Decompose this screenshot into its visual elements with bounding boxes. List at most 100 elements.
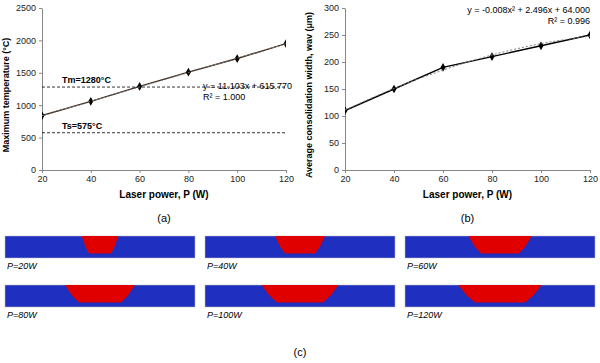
tick-label: 40 — [86, 174, 96, 184]
tick-mark — [140, 170, 141, 173]
tick-mark — [342, 89, 345, 90]
tick-mark — [492, 170, 493, 173]
chart: 20 40 60 80 100 120 0 50 100 150 200 250 300 y = -0.0… — [304, 3, 598, 224]
substrate — [405, 236, 595, 258]
tick-mark — [342, 116, 345, 117]
marker — [489, 52, 494, 61]
panel: P=80W — [5, 285, 195, 320]
tick-mark — [342, 170, 345, 171]
tick: 1000 — [16, 101, 42, 111]
panel: P=40W — [205, 236, 395, 271]
tick-label: 60 — [135, 174, 145, 184]
caption: (c) — [294, 346, 307, 358]
substrate — [205, 236, 395, 258]
tick-label: 60 — [438, 174, 448, 184]
tick: 60 — [438, 170, 448, 184]
panel-label: P=80W — [7, 310, 38, 320]
tick-label: 120 — [279, 174, 294, 184]
tick-mark — [39, 8, 42, 9]
panel-label: P=20W — [7, 261, 38, 271]
tick-label: 100 — [324, 111, 339, 121]
tick: 80 — [487, 170, 497, 184]
melt-pool — [458, 285, 541, 303]
panel: P=20W — [5, 236, 195, 271]
tick: 60 — [135, 170, 145, 184]
tick: 150 — [324, 84, 345, 94]
panels: P=20WP=40WP=60WP=80WP=100WP=120W(c) — [5, 236, 595, 358]
panel-label: P=120W — [407, 310, 443, 320]
trend-line — [345, 36, 590, 110]
tick-mark — [394, 170, 395, 173]
tick: 1500 — [16, 68, 42, 78]
tick: 100 — [324, 111, 345, 121]
plot-area — [345, 31, 590, 115]
melt-pool — [65, 285, 135, 303]
substrate — [5, 285, 195, 307]
tick: 2000 — [16, 36, 42, 46]
annotation: R² = 0.996 — [548, 16, 590, 26]
tick-label: 120 — [583, 174, 598, 184]
tick-mark — [342, 35, 345, 36]
reference-line — [42, 132, 286, 133]
tick: 100 — [230, 170, 245, 184]
panel-label: P=100W — [207, 310, 243, 320]
melt-pool — [275, 236, 325, 254]
tick: 0 — [334, 165, 345, 175]
annotation: y = -0.008x² + 2.496x + 64.000 — [467, 5, 590, 15]
tick-mark — [39, 105, 42, 106]
tick-label: 40 — [389, 174, 399, 184]
tick-label: 500 — [21, 133, 36, 143]
tick-mark — [342, 62, 345, 63]
tick-mark — [39, 170, 42, 171]
axis-line — [43, 170, 287, 171]
tick-label: 200 — [324, 57, 339, 67]
tick-label: 80 — [487, 174, 497, 184]
reference-label: Tm=1280°C — [62, 75, 111, 85]
tick: 2500 — [16, 3, 42, 13]
panel-label: P=40W — [207, 261, 238, 271]
tick: 300 — [324, 3, 345, 13]
axis-line — [42, 9, 43, 171]
tick: 80 — [184, 170, 194, 184]
tick: 20 — [340, 170, 350, 184]
tick: 0 — [31, 165, 42, 175]
annotation: y = 11.103x + 615.770 — [203, 81, 292, 91]
x-axis: 20 40 60 80 100 120 — [340, 170, 598, 184]
substrate — [5, 236, 195, 258]
reference-label: Ts=575°C — [62, 121, 103, 131]
tick: 40 — [389, 170, 399, 184]
trend-line — [42, 44, 286, 116]
data-line — [345, 35, 590, 111]
tick: 20 — [37, 170, 47, 184]
tick-mark — [590, 170, 591, 173]
axis-line — [345, 9, 346, 171]
chart: 20 40 60 80 100 120 0 500 1000 1500 2000 2500 Tm=128… — [1, 3, 294, 224]
tick-label: 300 — [324, 3, 339, 13]
y-axis-title: Average consolidation width, wav (μm) — [304, 12, 314, 178]
tick-label: 50 — [329, 138, 339, 148]
tick-label: 2000 — [16, 36, 36, 46]
figure: 2040608010012005001000150020002500Tm=128… — [0, 0, 600, 363]
tick: 120 — [583, 170, 598, 184]
tick: 100 — [534, 170, 549, 184]
tick-label: 20 — [37, 174, 47, 184]
tick-label: 80 — [184, 174, 194, 184]
substrate — [205, 285, 395, 307]
tick-label: 1000 — [16, 101, 36, 111]
tick-label: 100 — [534, 174, 549, 184]
marker — [345, 106, 348, 115]
caption: (a) — [157, 212, 170, 224]
tick-mark — [342, 143, 345, 144]
marker — [538, 41, 543, 50]
melt-pool — [262, 285, 339, 303]
axis-line — [346, 170, 591, 171]
tick-mark — [443, 170, 444, 173]
tick-mark — [541, 170, 542, 173]
y-axis: 0 50 100 150 200 250 300 — [324, 3, 346, 175]
tick-label: 250 — [324, 30, 339, 40]
tick-mark — [39, 138, 42, 139]
y-axis: 0 500 1000 1500 2000 2500 — [16, 3, 43, 175]
x-axis-title: Laser power, P (W) — [423, 189, 512, 200]
tick-mark — [237, 170, 238, 173]
panel: P=100W — [205, 285, 395, 320]
